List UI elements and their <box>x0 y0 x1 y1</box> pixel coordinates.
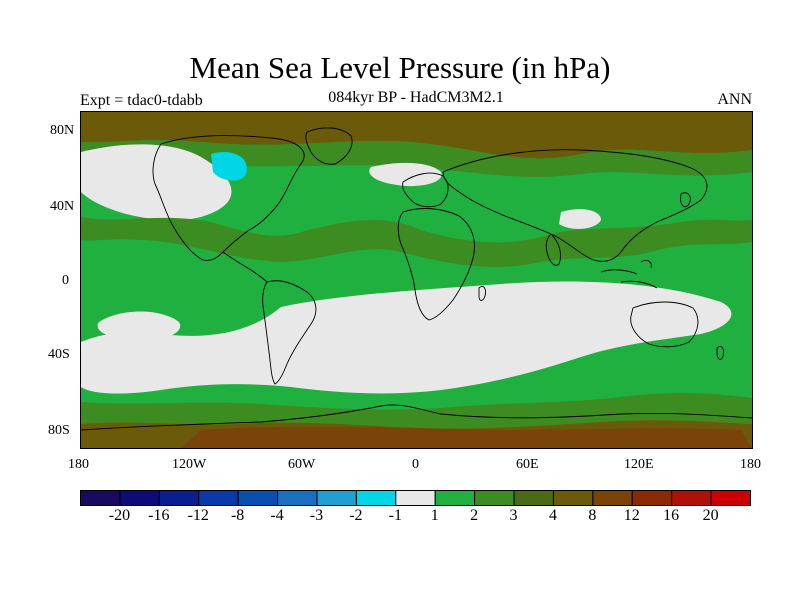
colorbar-swatch <box>277 490 318 506</box>
colorbar-swatch <box>552 490 594 506</box>
colorbar-label: 16 <box>663 507 680 524</box>
colorbar-swatch <box>671 490 712 506</box>
field-asia-low <box>559 209 601 229</box>
chart-subtitle: 084kyr BP - HadCM3M2.1 <box>328 89 504 106</box>
colorbar-label: 20 <box>702 507 719 524</box>
colorbar-swatch <box>474 490 515 506</box>
field-arctic-band <box>81 112 752 159</box>
lat-label-80n: 80N <box>50 123 75 138</box>
lat-label-40n: 40N <box>50 199 75 214</box>
colorbar-label: -16 <box>148 507 170 524</box>
colorbar-swatch <box>513 490 554 506</box>
colorbar-label: -2 <box>349 507 363 524</box>
lon-label-120w: 120W <box>172 457 207 472</box>
colorbar-label: 12 <box>623 507 640 524</box>
lon-label-120e: 120E <box>624 457 654 472</box>
field-arctic-fringe <box>81 140 752 177</box>
colorbar-label: -20 <box>108 507 131 524</box>
chart-title: Mean Sea Level Pressure (in hPa) <box>189 50 611 85</box>
colorbar <box>80 490 751 506</box>
colorbar-swatch <box>710 490 751 506</box>
colorbar-swatch <box>237 490 279 506</box>
colorbar-swatch <box>316 490 357 506</box>
field-southern-ocean-low <box>81 281 732 394</box>
colorbar-swatch <box>434 490 476 506</box>
colorbar-label: -1 <box>388 507 402 524</box>
colorbar-swatch <box>119 490 160 506</box>
colorbar-label: 8 <box>588 507 597 524</box>
colorbar-label: 1 <box>430 507 439 524</box>
field-hudson-bay <box>211 152 247 181</box>
map-canvas <box>81 112 752 448</box>
field-antarctic-core <box>181 426 752 448</box>
colorbar-swatch <box>355 490 397 506</box>
colorbar-label: -3 <box>309 507 324 524</box>
field-north-atlantic-low <box>369 162 442 187</box>
colorbar-swatch <box>631 490 673 506</box>
lat-label-0: 0 <box>62 273 69 288</box>
colorbar-label: -8 <box>230 507 245 524</box>
field-southern-band <box>81 393 752 431</box>
field-north-pacific-low <box>81 144 232 221</box>
lat-label-80s: 80S <box>48 423 70 438</box>
colorbar-label: 3 <box>509 507 518 524</box>
colorbar-label: -4 <box>270 507 284 524</box>
lat-label-40s: 40S <box>48 347 70 362</box>
field-midlat-band <box>81 217 752 267</box>
colorbar-label: -12 <box>187 507 209 524</box>
colorbar-swatch <box>592 490 633 506</box>
colorbar-swatch <box>198 490 239 506</box>
field-south-pacific-low <box>97 311 181 341</box>
lon-label-0: 0 <box>412 457 419 472</box>
colorbar-swatch <box>80 490 121 506</box>
colorbar-label: 2 <box>470 507 479 524</box>
colorbar-swatch <box>395 490 436 506</box>
lon-label-60w: 60W <box>288 457 316 472</box>
pressure-anomaly-map <box>80 111 753 449</box>
experiment-label: Expt = tdac0-tdabb <box>80 92 203 109</box>
colorbar-swatch <box>158 490 200 506</box>
lon-label-180w: 180 <box>68 457 89 472</box>
colorbar-label: 4 <box>548 507 557 524</box>
coastlines <box>81 127 752 431</box>
lon-label-180e: 180 <box>740 457 761 472</box>
lon-label-60e: 60E <box>516 457 539 472</box>
season-label: ANN <box>717 91 752 108</box>
